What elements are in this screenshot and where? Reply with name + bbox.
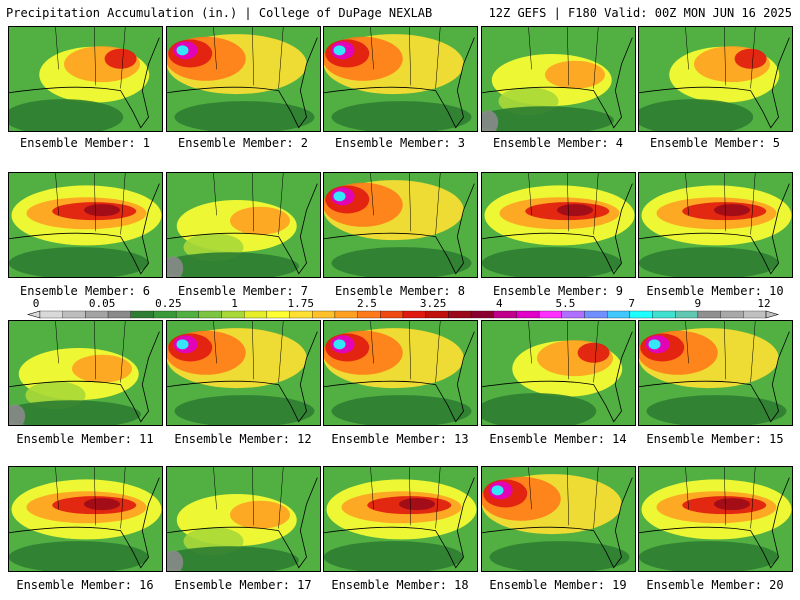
colorbar-segment bbox=[153, 310, 177, 319]
colorbar-segment bbox=[221, 310, 245, 319]
ensemble-member-map bbox=[323, 320, 478, 426]
colorbar-segment bbox=[62, 310, 86, 319]
colorbar-segment bbox=[448, 310, 472, 319]
colorbar-tick-label: 0.05 bbox=[89, 297, 116, 310]
ensemble-member-label: Ensemble Member: 2 bbox=[177, 136, 309, 150]
ensemble-member-label: Ensemble Member: 16 bbox=[16, 578, 154, 592]
colorbar-left-arrow bbox=[26, 310, 41, 319]
ensemble-member-label: Ensemble Member: 13 bbox=[331, 432, 469, 446]
ensemble-member-map bbox=[638, 320, 793, 426]
colorbar-tick-label: 1 bbox=[231, 297, 238, 310]
colorbar-segment bbox=[425, 310, 449, 319]
ensemble-member-map bbox=[481, 320, 636, 426]
colorbar-right-arrow bbox=[765, 310, 780, 319]
ensemble-member-map bbox=[638, 466, 793, 572]
colorbar-segment bbox=[130, 310, 154, 319]
colorbar-segment bbox=[607, 310, 631, 319]
colorbar-segment bbox=[380, 310, 404, 319]
colorbar-tick-label: 4 bbox=[496, 297, 503, 310]
ensemble-member-label: Ensemble Member: 14 bbox=[489, 432, 627, 446]
colorbar-tick-label: 1.75 bbox=[287, 297, 314, 310]
ensemble-member-label: Ensemble Member: 5 bbox=[649, 136, 781, 150]
colorbar-segment bbox=[629, 310, 653, 319]
colorbar-tick-label: 3.25 bbox=[420, 297, 447, 310]
precip-colorbar: 0 0.05 0.25 1 1.75 2.5 3.25 4 5.5 7 9 12 bbox=[26, 297, 780, 319]
colorbar-segment bbox=[675, 310, 699, 319]
ensemble-member-map bbox=[481, 172, 636, 278]
colorbar-segment bbox=[493, 310, 517, 319]
ensemble-member-label: Ensemble Member: 10 bbox=[646, 284, 784, 298]
colorbar-tick-label: 0 bbox=[33, 297, 40, 310]
ensemble-member-map bbox=[323, 466, 478, 572]
ensemble-member-label: Ensemble Member: 15 bbox=[646, 432, 784, 446]
colorbar-tick-label: 5.5 bbox=[556, 297, 576, 310]
colorbar-segment bbox=[289, 310, 313, 319]
ensemble-member-label: Ensemble Member: 20 bbox=[646, 578, 784, 592]
colorbar-segment bbox=[743, 310, 767, 319]
ensemble-member-label: Ensemble Member: 1 bbox=[19, 136, 151, 150]
ensemble-member-map bbox=[481, 466, 636, 572]
colorbar-tick-label: 0.25 bbox=[155, 297, 182, 310]
ensemble-member-map bbox=[481, 26, 636, 132]
colorbar-tick-label: 7 bbox=[628, 297, 635, 310]
ensemble-member-label: Ensemble Member: 18 bbox=[331, 578, 469, 592]
ensemble-member-map bbox=[323, 26, 478, 132]
colorbar-segment bbox=[652, 310, 676, 319]
colorbar-segment bbox=[357, 310, 381, 319]
colorbar-segment bbox=[266, 310, 290, 319]
ensemble-member-label: Ensemble Member: 7 bbox=[177, 284, 309, 298]
ensemble-member-label: Ensemble Member: 6 bbox=[19, 284, 151, 298]
ensemble-member-map bbox=[8, 172, 163, 278]
ensemble-member-label: Ensemble Member: 4 bbox=[492, 136, 624, 150]
colorbar-segment bbox=[697, 310, 721, 319]
colorbar-segment bbox=[470, 310, 494, 319]
ensemble-member-map bbox=[8, 320, 163, 426]
ensemble-member-map bbox=[8, 26, 163, 132]
run-valid-time: 12Z GEFS | F180 Valid: 00Z MON JUN 16 20… bbox=[488, 6, 792, 20]
ensemble-member-map bbox=[638, 172, 793, 278]
colorbar-tick-label: 9 bbox=[695, 297, 702, 310]
ensemble-member-map bbox=[166, 172, 321, 278]
colorbar-segment bbox=[516, 310, 540, 319]
ensemble-member-label: Ensemble Member: 11 bbox=[16, 432, 154, 446]
colorbar-segment bbox=[175, 310, 199, 319]
ensemble-member-label: Ensemble Member: 3 bbox=[334, 136, 466, 150]
colorbar-segment bbox=[107, 310, 131, 319]
ensemble-member-map bbox=[323, 172, 478, 278]
ensemble-member-map bbox=[166, 466, 321, 572]
ensemble-member-map bbox=[166, 320, 321, 426]
colorbar-segment bbox=[198, 310, 222, 319]
ensemble-member-label: Ensemble Member: 9 bbox=[492, 284, 624, 298]
ensemble-member-label: Ensemble Member: 17 bbox=[174, 578, 312, 592]
ensemble-member-label: Ensemble Member: 8 bbox=[334, 284, 466, 298]
colorbar-tick-label: 12 bbox=[757, 297, 770, 310]
ensemble-member-map bbox=[638, 26, 793, 132]
colorbar-segment bbox=[312, 310, 336, 319]
map-title: Precipitation Accumulation (in.) | Colle… bbox=[6, 6, 433, 20]
colorbar-segment bbox=[538, 310, 562, 319]
colorbar-segment bbox=[584, 310, 608, 319]
ensemble-member-map bbox=[8, 466, 163, 572]
colorbar-segment bbox=[334, 310, 358, 319]
colorbar-tick-label: 2.5 bbox=[357, 297, 377, 310]
colorbar-segment bbox=[561, 310, 585, 319]
colorbar-segment bbox=[85, 310, 109, 319]
colorbar-segment bbox=[244, 310, 268, 319]
ensemble-member-label: Ensemble Member: 19 bbox=[489, 578, 627, 592]
ensemble-member-label: Ensemble Member: 12 bbox=[174, 432, 312, 446]
ensemble-member-map bbox=[166, 26, 321, 132]
colorbar-segment bbox=[39, 310, 63, 319]
colorbar-segment bbox=[720, 310, 744, 319]
colorbar-segment bbox=[402, 310, 426, 319]
